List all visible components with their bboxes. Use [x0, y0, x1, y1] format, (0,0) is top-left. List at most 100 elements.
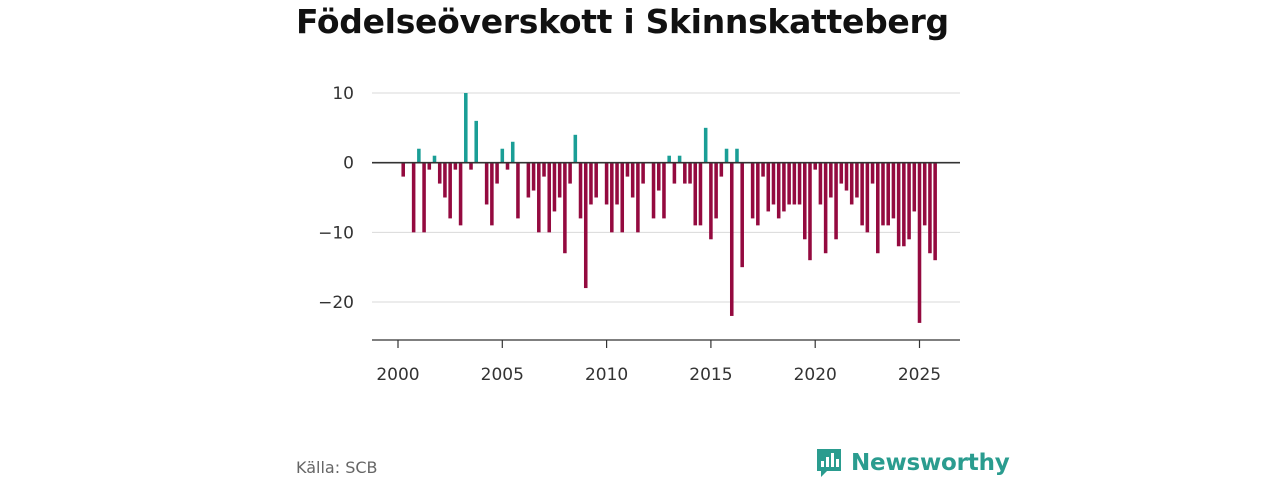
bar	[437, 162, 442, 184]
bar	[849, 162, 854, 205]
bar	[672, 162, 677, 184]
bar	[922, 162, 927, 226]
bar	[620, 162, 625, 233]
bar	[792, 162, 797, 205]
bar	[876, 162, 880, 254]
bar	[834, 162, 838, 240]
bar	[860, 162, 864, 226]
bar	[756, 162, 760, 226]
bar	[891, 162, 896, 219]
bar	[750, 162, 755, 219]
bar	[688, 162, 692, 184]
bar	[490, 162, 494, 226]
bar	[443, 162, 447, 198]
bar	[698, 162, 703, 226]
bar	[907, 162, 911, 240]
bar	[881, 162, 885, 226]
bar	[427, 162, 432, 170]
bar	[776, 162, 781, 219]
brand-name: Newsworthy	[851, 450, 1010, 476]
bar	[411, 162, 416, 233]
source-note: Källa: SCB	[296, 458, 378, 477]
bar	[578, 162, 583, 219]
bar	[677, 155, 682, 163]
bar	[719, 162, 724, 177]
bar	[844, 162, 849, 191]
bar	[829, 162, 833, 198]
gridlines	[372, 92, 960, 303]
bar	[557, 162, 562, 198]
bar	[542, 162, 546, 177]
bar	[636, 162, 640, 233]
bar	[797, 162, 802, 205]
bar	[531, 162, 536, 191]
bar	[709, 162, 713, 240]
bar	[563, 162, 567, 254]
bar	[865, 162, 870, 233]
bar	[573, 134, 578, 163]
x-axis: 2000 2005 2010 2015 2020 2025	[372, 339, 960, 385]
bars	[401, 93, 937, 323]
x-tick-label: 2010	[585, 365, 628, 385]
bar	[552, 162, 557, 212]
bar	[729, 162, 734, 316]
bar	[469, 162, 473, 170]
bar	[484, 162, 489, 205]
bar	[615, 162, 619, 205]
bar	[813, 162, 817, 170]
bar	[630, 162, 635, 198]
y-axis: 10 0 −10 −20	[318, 84, 354, 313]
y-tick-label: −10	[318, 223, 354, 243]
bar	[448, 162, 452, 219]
bar	[803, 162, 807, 240]
x-tick-label: 2000	[376, 365, 419, 385]
bar	[766, 162, 771, 212]
bar	[604, 162, 609, 205]
bar	[912, 162, 917, 212]
bar	[641, 162, 645, 184]
bar	[547, 162, 552, 233]
bar	[526, 162, 531, 198]
bar	[625, 162, 630, 177]
bar	[594, 162, 598, 198]
bar	[683, 162, 687, 184]
bar	[510, 141, 515, 163]
bar	[818, 162, 823, 205]
bar	[474, 120, 478, 163]
bar	[610, 162, 614, 233]
bar	[464, 93, 468, 163]
bar	[583, 162, 588, 289]
bar	[740, 162, 744, 268]
bar-chart: 10 0 −10 −20 2000 2005 2010 2015 2020 2025	[318, 84, 960, 385]
bar	[651, 162, 656, 219]
x-tick-label: 2020	[794, 365, 837, 385]
bar	[902, 162, 906, 247]
bar	[693, 162, 698, 226]
y-tick-label: 10	[332, 84, 354, 104]
bar	[703, 127, 708, 163]
bar	[432, 155, 437, 163]
bar	[422, 162, 426, 233]
chart-title: Födelseöverskott i Skinnskatteberg	[296, 2, 949, 41]
bar	[886, 162, 890, 226]
bar	[516, 162, 520, 219]
y-tick-label: −20	[318, 293, 354, 313]
newsworthy-logo[interactable]: Newsworthy	[815, 447, 1010, 479]
bar	[735, 148, 739, 163]
bar	[787, 162, 791, 205]
bar	[568, 162, 572, 184]
bar	[417, 148, 421, 163]
bar	[928, 162, 932, 254]
bar	[401, 162, 405, 177]
bar	[839, 162, 844, 184]
bar	[761, 162, 765, 177]
bar	[589, 162, 593, 205]
bar	[917, 162, 922, 323]
bar	[714, 162, 718, 219]
bar	[782, 162, 786, 212]
bar	[537, 162, 541, 233]
bar	[808, 162, 812, 261]
bar	[870, 162, 875, 184]
x-tick-label: 2025	[898, 365, 941, 385]
bar	[896, 162, 901, 247]
